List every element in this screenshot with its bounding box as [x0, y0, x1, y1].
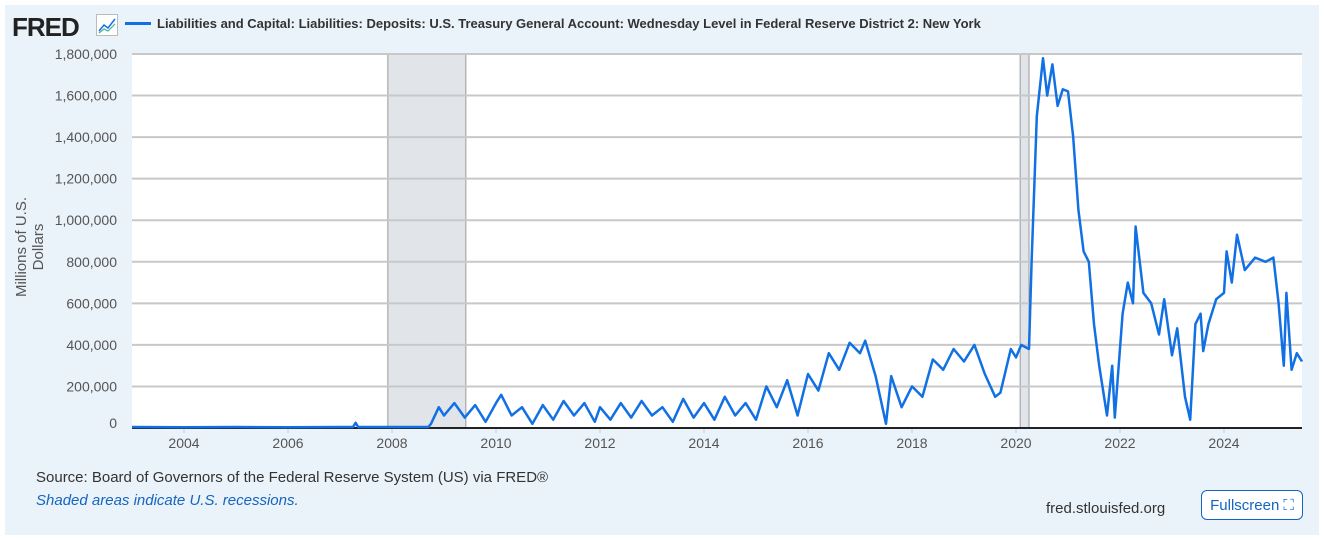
legend-item[interactable]: Liabilities and Capital: Liabilities: De… — [125, 16, 981, 31]
y-tick-label: 1,800,000 — [55, 46, 117, 62]
x-tick-label: 2022 — [1104, 435, 1135, 451]
plot-area — [132, 54, 1302, 428]
series-line — [131, 56, 1304, 429]
x-tick-label: 2008 — [376, 435, 407, 451]
fred-logo[interactable]: FRED — [12, 12, 80, 42]
fred-url[interactable]: fred.stlouisfed.org — [1046, 500, 1166, 517]
chart-line-icon — [96, 14, 118, 36]
x-tick-label: 2006 — [272, 435, 303, 451]
recession-band — [1019, 53, 1030, 429]
fullscreen-button[interactable]: Fullscreen ⛶ — [1201, 490, 1303, 520]
legend-swatch — [125, 22, 151, 25]
chart-plot[interactable]: 0 200,000 400,000 600,000 800,000 1,000,000 1,… — [0, 0, 1324, 460]
x-tick-label: 2024 — [1208, 435, 1239, 451]
x-tick-label: 2018 — [896, 435, 927, 451]
y-tick-label: 600,000 — [66, 295, 117, 311]
y-tick-label: 1,200,000 — [55, 171, 117, 187]
recession-note: Shaded areas indicate U.S. recessions. — [36, 492, 299, 509]
x-tick-label: 2016 — [792, 435, 823, 451]
fullscreen-label: Fullscreen — [1210, 496, 1280, 514]
recession-band — [387, 53, 467, 429]
source-note: Source: Board of Governors of the Federa… — [36, 469, 549, 486]
expand-icon: ⛶ — [1283, 496, 1294, 514]
x-tick-label: 2014 — [688, 435, 719, 451]
x-tick-label: 2010 — [480, 435, 511, 451]
y-tick-label: 0 — [109, 415, 117, 431]
series-title: Liabilities and Capital: Liabilities: De… — [157, 16, 981, 31]
y-tick-label: 800,000 — [66, 254, 117, 270]
y-tick-label: 1,600,000 — [55, 88, 117, 104]
x-tick-label: 2004 — [168, 435, 199, 451]
x-tick-label: 2012 — [584, 435, 615, 451]
y-tick-label: 400,000 — [66, 337, 117, 353]
x-tick-label: 2020 — [1000, 435, 1031, 451]
y-tick-label: 1,000,000 — [55, 212, 117, 228]
y-tick-label: 200,000 — [66, 378, 117, 394]
y-tick-label: 1,400,000 — [55, 129, 117, 145]
